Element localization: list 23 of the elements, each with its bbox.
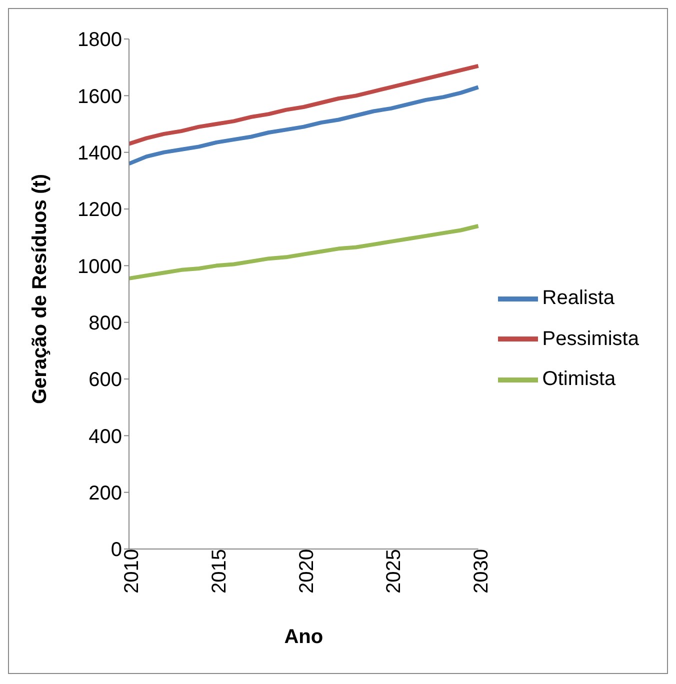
- legend-label: Realista: [542, 286, 615, 309]
- y-tick-label: 1200: [78, 199, 122, 222]
- y-tick-label: 1800: [78, 29, 122, 52]
- legend-label: Otimista: [542, 368, 616, 390]
- y-tick-label: 1400: [78, 142, 122, 164]
- x-tick-label: 2020: [296, 549, 318, 594]
- line-series: [127, 85, 480, 166]
- line-series: [127, 64, 480, 146]
- y-tick-label: 400: [88, 426, 122, 448]
- x-tick-label: 2025: [383, 549, 406, 594]
- x-axis-title: Ano: [284, 626, 324, 648]
- y-axis-title: Geração de Resíduos (t): [29, 174, 52, 404]
- x-tick-label: 2010: [121, 549, 144, 594]
- y-tick-label: 1600: [78, 86, 122, 108]
- legend-label: Pessimista: [542, 328, 639, 350]
- x-tick-label: 2015: [208, 549, 231, 594]
- y-tick-label: 800: [88, 312, 122, 334]
- y-tick-label: 0: [110, 539, 122, 562]
- y-tick-label: 600: [88, 369, 122, 392]
- x-tick-label: 2030: [470, 549, 492, 594]
- y-tick-label: 200: [88, 482, 122, 504]
- line-series: [127, 224, 480, 280]
- y-tick-label: 1000: [78, 256, 122, 278]
